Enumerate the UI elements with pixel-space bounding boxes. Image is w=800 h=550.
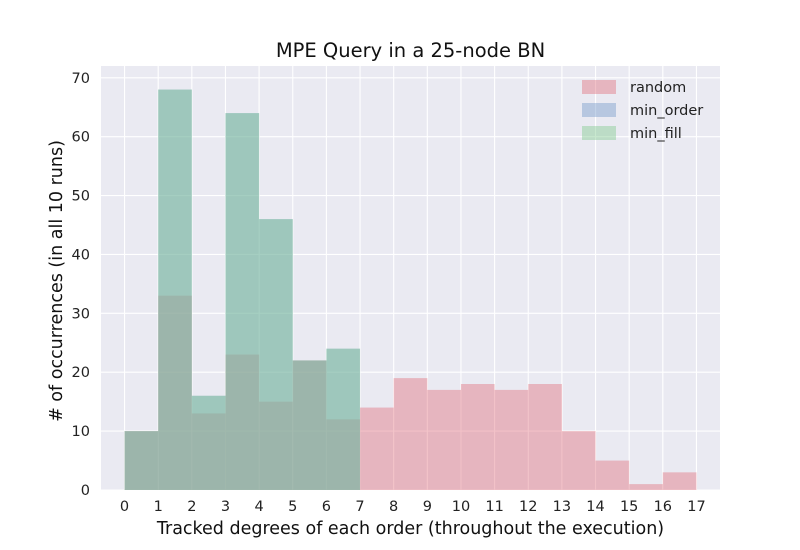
bar-random-12	[528, 384, 562, 490]
x-tick-label: 8	[389, 499, 398, 515]
legend-label-min_fill: min_fill	[630, 126, 682, 142]
bar-random-7	[360, 407, 394, 490]
bar-random-0	[124, 431, 159, 490]
bar-min_fill-3	[225, 113, 260, 490]
x-tick-label: 17	[687, 499, 705, 515]
bar-min_order-1	[158, 89, 192, 491]
legend-label-min_order: min_order	[630, 103, 703, 119]
y-axis-label: # of occurrences (in all 10 runs)	[47, 140, 67, 422]
bar-random-15	[629, 484, 663, 490]
bar-random-1	[158, 295, 192, 490]
y-tick-label: 50	[72, 189, 90, 205]
y-tick-label: 30	[72, 306, 90, 322]
bar-random-5	[292, 360, 327, 490]
bar-min_order-4	[259, 219, 293, 490]
bar-random-13	[561, 431, 596, 490]
bar-random-11	[494, 389, 529, 490]
x-tick-label: 11	[485, 499, 503, 515]
x-axis-label: Tracked degrees of each order (throughou…	[156, 519, 664, 539]
legend-swatch-min_order	[582, 103, 616, 117]
bar-min_fill-6	[326, 348, 361, 490]
x-tick-label: 3	[221, 499, 230, 515]
bar-min_order-3	[225, 113, 260, 490]
bar-min_fill-0	[124, 431, 159, 490]
bar-min_order-5	[292, 360, 327, 490]
chart-title: MPE Query in a 25-node BN	[276, 39, 545, 62]
bar-min_fill-2	[191, 395, 226, 490]
bar-random-14	[595, 460, 630, 490]
bar-min_fill-1	[158, 89, 192, 491]
x-tick-label: 6	[322, 499, 331, 515]
x-tick-label: 2	[187, 499, 196, 515]
y-tick-label: 70	[72, 71, 90, 87]
bar-min_fill-5	[292, 360, 327, 490]
bar-random-10	[460, 384, 495, 490]
x-tick-label: 16	[654, 499, 672, 515]
x-tick-label: 9	[423, 499, 432, 515]
bar-min_fill-4	[259, 219, 293, 490]
x-tick-label: 4	[254, 499, 263, 515]
bar-random-2	[191, 413, 226, 490]
x-tick-label: 1	[154, 499, 163, 515]
y-tick-label: 20	[72, 365, 90, 381]
grid-lines	[101, 66, 720, 491]
x-tick-label: 12	[519, 499, 537, 515]
bar-random-16	[662, 472, 697, 490]
y-tick-label: 10	[72, 424, 90, 440]
bar-min_order-0	[124, 431, 159, 490]
x-tick-label: 0	[120, 499, 129, 515]
x-tick-label: 15	[620, 499, 638, 515]
y-tick-label: 0	[81, 483, 90, 499]
legend: random min_order min_fill	[582, 80, 703, 142]
legend-swatch-random	[582, 80, 616, 94]
bars	[124, 89, 697, 491]
x-tick-label: 5	[288, 499, 297, 515]
bar-random-8	[393, 378, 428, 490]
y-tick-label: 40	[72, 247, 90, 263]
x-tick-label: 7	[355, 499, 364, 515]
bar-min_order-6	[326, 348, 361, 490]
bar-random-6	[326, 419, 361, 490]
bar-random-9	[427, 389, 461, 490]
legend-swatch-min_fill	[582, 126, 616, 140]
tick-labels: 0 1 2 3 4 5 6 7 8 9 10 11 12 13 14 15 16 1701020304050607…	[72, 71, 706, 515]
y-tick-label: 60	[72, 130, 90, 146]
bar-min_order-2	[191, 395, 226, 490]
x-tick-label: 10	[452, 499, 470, 515]
bar-random-3	[225, 354, 260, 490]
x-tick-label: 13	[553, 499, 571, 515]
legend-label-random: random	[630, 80, 686, 96]
x-tick-label: 14	[586, 499, 604, 515]
bar-random-4	[259, 401, 293, 490]
